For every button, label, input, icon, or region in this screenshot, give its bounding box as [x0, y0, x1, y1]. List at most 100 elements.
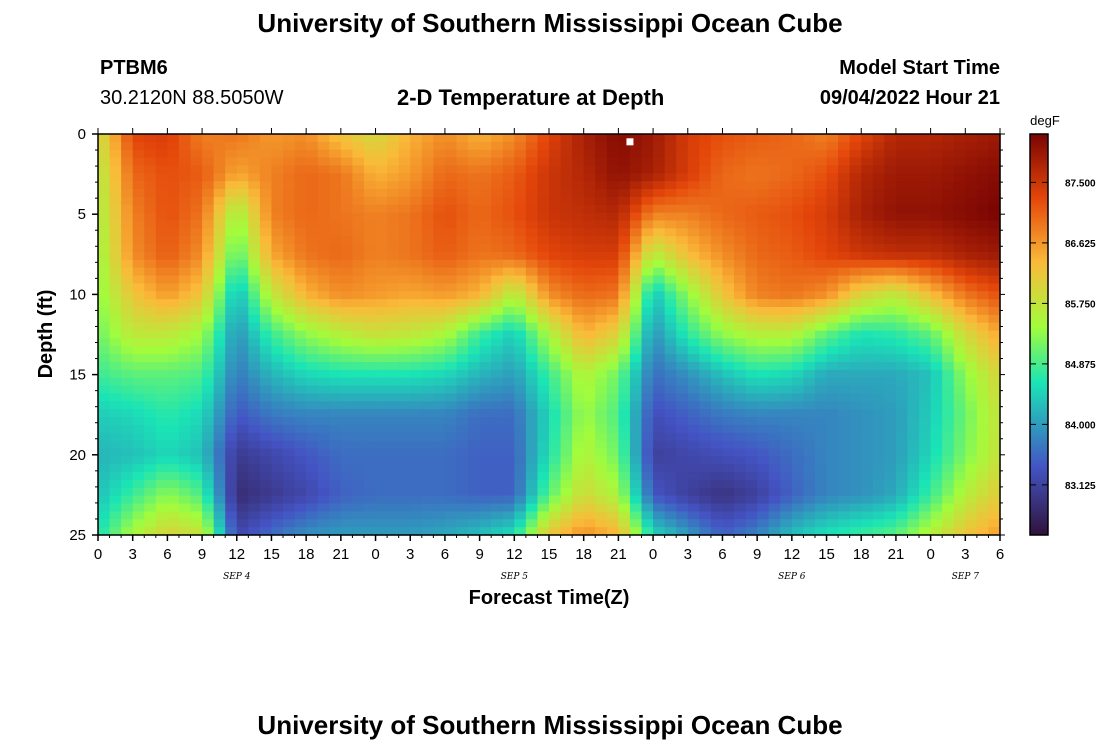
- heatmap-cell: [699, 196, 712, 206]
- heatmap-cell: [225, 157, 238, 167]
- heatmap-cell: [942, 251, 955, 261]
- heatmap-cell: [178, 306, 192, 316]
- heatmap-cell: [456, 448, 469, 457]
- heatmap-cell: [722, 479, 735, 489]
- heatmap-cell: [734, 157, 747, 167]
- heatmap-cell: [768, 472, 781, 481]
- heatmap-cell: [144, 291, 157, 300]
- heatmap-cell: [514, 487, 527, 497]
- heatmap-cell: [560, 259, 573, 269]
- heatmap-cell: [410, 511, 423, 520]
- heatmap-cell: [363, 291, 377, 300]
- heatmap-cell: [606, 283, 619, 292]
- heatmap-cell: [953, 479, 966, 489]
- heatmap-cell: [178, 157, 192, 167]
- heatmap-cell: [167, 330, 180, 340]
- heatmap-cell: [306, 228, 319, 237]
- heatmap-cell: [433, 134, 446, 143]
- heatmap-cell: [572, 487, 585, 497]
- heatmap-cell: [942, 448, 955, 457]
- heatmap-cell: [734, 432, 747, 442]
- heatmap-cell: [583, 299, 596, 308]
- heatmap-cell: [479, 448, 492, 457]
- heatmap-cell: [595, 369, 608, 379]
- heatmap-cell: [132, 448, 145, 457]
- colorbar-tick-label: 84.000: [1065, 420, 1096, 431]
- heatmap-cell: [676, 157, 689, 167]
- heatmap-cell: [572, 503, 585, 513]
- heatmap-cell: [236, 275, 249, 284]
- heatmap-cell: [317, 149, 330, 159]
- heatmap-cell: [953, 283, 966, 292]
- heatmap-cell: [213, 346, 226, 355]
- heatmap-cell: [757, 495, 770, 505]
- heatmap-cell: [468, 409, 481, 418]
- heatmap-cell: [155, 456, 168, 465]
- heatmap-cell: [456, 346, 469, 355]
- heatmap-cell: [664, 519, 677, 528]
- heatmap-cell: [491, 306, 504, 316]
- heatmap-cell: [930, 424, 943, 434]
- heatmap-cell: [953, 330, 966, 340]
- heatmap-cell: [710, 369, 724, 379]
- heatmap-cell: [919, 527, 932, 536]
- heatmap-cell: [988, 259, 1001, 269]
- heatmap-cell: [838, 220, 851, 229]
- heatmap-cell: [398, 448, 411, 457]
- heatmap-cell: [884, 385, 897, 395]
- heatmap-cell: [965, 424, 978, 434]
- heatmap-cell: [953, 393, 966, 402]
- heatmap-cell: [340, 369, 354, 379]
- heatmap-cell: [653, 456, 666, 465]
- heatmap-cell: [98, 362, 111, 371]
- heatmap-cell: [121, 362, 134, 371]
- heatmap-cell: [699, 424, 712, 434]
- heatmap-cell: [178, 487, 192, 497]
- heatmap-cell: [687, 244, 700, 253]
- heatmap-cell: [363, 134, 377, 143]
- heatmap-cell: [826, 330, 839, 340]
- heatmap-cell: [317, 362, 330, 371]
- heatmap-cell: [942, 306, 955, 316]
- heatmap-cell: [757, 314, 770, 324]
- heatmap-cell: [838, 440, 851, 450]
- heatmap-cell: [456, 511, 469, 520]
- heatmap-cell: [398, 196, 411, 206]
- heatmap-cell: [421, 401, 434, 410]
- heatmap-cell: [190, 259, 203, 269]
- heatmap-cell: [213, 519, 226, 528]
- heatmap-cell: [849, 527, 862, 536]
- heatmap-cell: [144, 495, 157, 505]
- heatmap-cell: [537, 472, 550, 481]
- heatmap-cell: [814, 259, 828, 269]
- heatmap-cell: [398, 322, 411, 332]
- heatmap-cell: [236, 259, 249, 269]
- heatmap-cell: [803, 385, 816, 395]
- heatmap-cell: [895, 173, 909, 182]
- heatmap-cell: [653, 495, 666, 505]
- heatmap-cell: [583, 519, 596, 528]
- heatmap-cell: [444, 236, 458, 245]
- heatmap-cell: [537, 338, 550, 347]
- heatmap-cell: [317, 181, 330, 190]
- heatmap-cell: [387, 487, 400, 497]
- heatmap-cell: [283, 251, 296, 261]
- heatmap-cell: [803, 173, 816, 182]
- heatmap-cell: [722, 134, 735, 143]
- heatmap-cell: [248, 519, 261, 528]
- heatmap-cell: [178, 362, 192, 371]
- heatmap-cell: [826, 173, 839, 182]
- heatmap-cell: [803, 362, 816, 371]
- heatmap-cell: [167, 464, 180, 473]
- heatmap-cell: [768, 236, 781, 245]
- heatmap-cell: [98, 267, 111, 277]
- heatmap-cell: [653, 236, 666, 245]
- heatmap-cell: [583, 291, 596, 300]
- heatmap-cell: [734, 527, 747, 536]
- heatmap-cell: [930, 157, 943, 167]
- heatmap-cell: [202, 448, 215, 457]
- heatmap-cell: [560, 291, 573, 300]
- heatmap-cell: [653, 306, 666, 316]
- heatmap-cell: [479, 322, 492, 332]
- heatmap-cell: [791, 527, 805, 536]
